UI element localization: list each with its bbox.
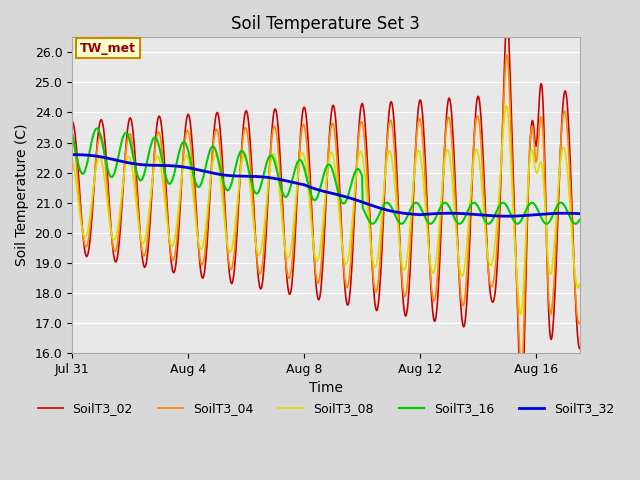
- SoilT3_16: [427, 221, 435, 227]
- SoilT3_32: [309, 185, 317, 191]
- Line: SoilT3_04: SoilT3_04: [72, 55, 580, 372]
- SoilT3_04: [518, 369, 525, 375]
- SoilT3_02: [576, 346, 584, 351]
- SoilT3_16: [202, 164, 209, 170]
- SoilT3_04: [309, 241, 317, 247]
- SoilT3_08: [500, 125, 508, 131]
- SoilT3_32: [201, 168, 209, 174]
- SoilT3_08: [309, 240, 317, 246]
- SoilT3_16: [501, 201, 509, 206]
- SoilT3_02: [309, 237, 317, 242]
- SoilT3_16: [68, 131, 76, 136]
- SoilT3_16: [310, 197, 317, 203]
- SoilT3_02: [426, 263, 434, 268]
- Text: TW_met: TW_met: [80, 42, 136, 55]
- SoilT3_02: [500, 92, 508, 98]
- SoilT3_08: [475, 154, 483, 159]
- SoilT3_08: [517, 311, 525, 317]
- SoilT3_04: [68, 134, 76, 140]
- Line: SoilT3_16: SoilT3_16: [72, 128, 580, 224]
- SoilT3_08: [201, 230, 209, 236]
- SoilT3_04: [475, 116, 483, 122]
- SoilT3_04: [201, 248, 209, 253]
- SoilT3_16: [440, 200, 447, 206]
- SoilT3_04: [500, 103, 508, 108]
- SoilT3_16: [369, 221, 376, 227]
- SoilT3_02: [438, 193, 446, 199]
- SoilT3_16: [93, 125, 100, 131]
- Title: Soil Temperature Set 3: Soil Temperature Set 3: [232, 15, 420, 33]
- Legend: SoilT3_02, SoilT3_04, SoilT3_08, SoilT3_16, SoilT3_32: SoilT3_02, SoilT3_04, SoilT3_08, SoilT3_…: [33, 397, 620, 420]
- SoilT3_02: [518, 408, 525, 414]
- SoilT3_08: [68, 157, 76, 163]
- SoilT3_08: [438, 180, 446, 186]
- SoilT3_32: [426, 211, 434, 217]
- SoilT3_32: [68, 152, 76, 157]
- SoilT3_02: [201, 264, 209, 270]
- SoilT3_02: [68, 119, 76, 124]
- SoilT3_16: [476, 207, 484, 213]
- SoilT3_08: [426, 256, 434, 262]
- SoilT3_08: [502, 103, 510, 108]
- SoilT3_04: [503, 52, 511, 58]
- SoilT3_32: [475, 212, 483, 217]
- SoilT3_32: [438, 210, 446, 216]
- Line: SoilT3_02: SoilT3_02: [72, 19, 580, 411]
- Line: SoilT3_08: SoilT3_08: [72, 106, 580, 314]
- Y-axis label: Soil Temperature (C): Soil Temperature (C): [15, 124, 29, 266]
- SoilT3_32: [503, 213, 511, 219]
- SoilT3_32: [576, 211, 584, 216]
- X-axis label: Time: Time: [309, 381, 343, 395]
- SoilT3_08: [576, 281, 584, 287]
- SoilT3_02: [475, 95, 483, 100]
- SoilT3_04: [426, 263, 434, 269]
- SoilT3_16: [576, 217, 584, 223]
- SoilT3_04: [438, 181, 446, 187]
- SoilT3_32: [500, 213, 508, 219]
- SoilT3_02: [503, 16, 511, 22]
- SoilT3_04: [576, 320, 584, 325]
- Line: SoilT3_32: SoilT3_32: [72, 155, 580, 216]
